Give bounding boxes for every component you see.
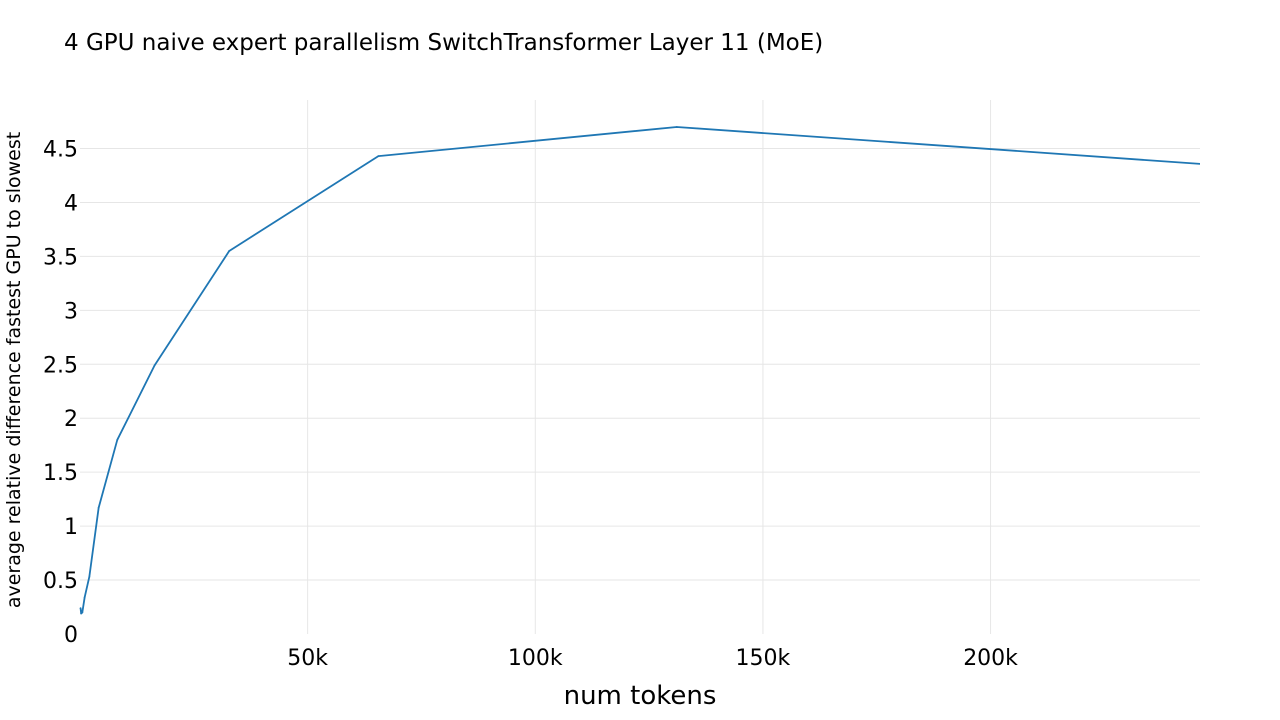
y-tick-label: 4.5 (43, 138, 78, 163)
y-tick-label: 3 (64, 299, 78, 324)
x-tick-label: 50k (287, 646, 328, 671)
y-tick-label: 2.5 (43, 353, 78, 378)
data-point (79, 607, 82, 610)
x-axis-label: num tokens (564, 681, 717, 711)
x-tick-label: 100k (508, 646, 563, 671)
data-point (675, 126, 678, 128)
data-point (83, 596, 86, 599)
data-point (81, 611, 84, 614)
y-tick-label: 3.5 (43, 245, 78, 270)
x-tick-label: 200k (963, 646, 1018, 671)
data-point (97, 506, 100, 509)
y-tick-label: 1 (64, 515, 78, 540)
data-point (377, 155, 380, 157)
y-tick-label: 4 (64, 191, 78, 216)
data-point (80, 612, 83, 615)
data-point (116, 438, 119, 441)
y-axis-label: average relative difference fastest GPU … (3, 132, 25, 608)
x-axis-ticks: 50k 100k 150k 200k (287, 646, 1018, 671)
y-tick-label: 0.5 (43, 569, 78, 594)
series-layer (79, 126, 1200, 615)
y-tick-label: 1.5 (43, 461, 78, 486)
series-line (79, 126, 1200, 615)
x-tick-label: 150k (736, 646, 791, 671)
data-point (88, 575, 91, 578)
grid (80, 100, 1200, 634)
data-point (153, 364, 156, 367)
data-point (228, 250, 231, 252)
chart-title: 4 GPU naive expert parallelism SwitchTra… (64, 30, 823, 56)
y-axis-ticks: 0 0.5 1 1.5 2 2.5 3 3.5 4 4.5 (43, 138, 78, 648)
y-tick-label: 2 (64, 407, 78, 432)
y-tick-label: 0 (64, 623, 78, 648)
